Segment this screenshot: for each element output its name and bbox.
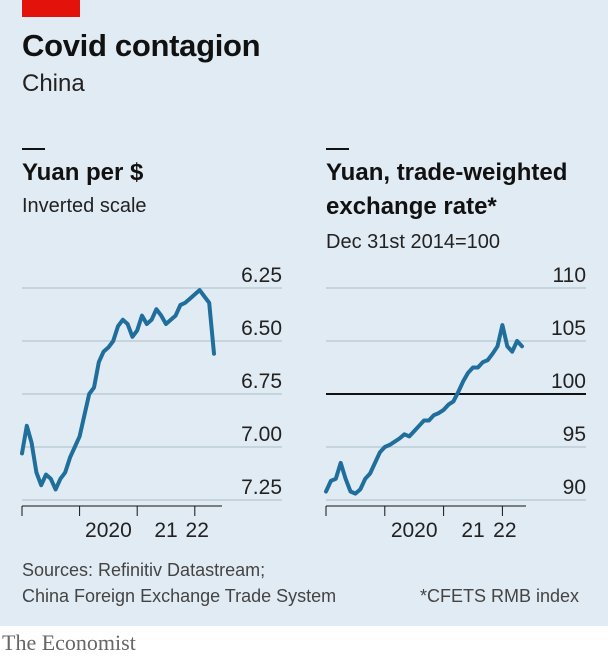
chart1-y-tick-label: 90 <box>563 476 586 499</box>
chart0-x-tick-label: 22 <box>186 519 209 542</box>
right-chart-subtitle: Dec 31st 2014=100 <box>326 231 501 253</box>
chart0-y-tick-label: 6.75 <box>241 370 282 393</box>
chart0-y-tick-label: 6.50 <box>241 317 282 340</box>
footnote: *CFETS RMB index <box>420 586 580 606</box>
source-line-1: Sources: Refinitiv Datastream; <box>22 560 266 580</box>
chart-panel <box>0 0 608 626</box>
chart1-x-tick-label: 2020 <box>391 519 438 542</box>
chart0-y-tick-label: 7.25 <box>241 476 282 499</box>
right-chart-title: Yuan, trade-weighted exchange rate* <box>326 159 568 220</box>
right-chart-dash <box>326 148 349 150</box>
brand-red-tab <box>22 0 80 17</box>
chart0-y-tick-label: 7.00 <box>241 423 282 446</box>
chart1-y-tick-label: 105 <box>551 317 586 340</box>
chart1-x-tick-label: 21 <box>461 519 484 542</box>
source-line-2: China Foreign Exchange Trade System <box>22 586 337 606</box>
page-subtitle: China <box>22 70 85 97</box>
chart1-y-tick-label: 100 <box>551 370 586 393</box>
chart1-y-tick-label: 110 <box>553 264 586 287</box>
left-chart-dash <box>22 148 45 150</box>
brand-wordmark: The Economist <box>2 630 136 655</box>
page-title: Covid contagion <box>22 28 261 63</box>
chart0-y-tick-label: 6.25 <box>241 264 282 287</box>
charts-svg: 6.25 6.50 6.75 7.00 7.25 2020 21 22 110 105 100 95 9… <box>20 264 586 542</box>
chart1-y-tick-label: 95 <box>563 423 586 446</box>
chart0-x-tick-label: 21 <box>154 519 177 542</box>
chart1-series-line <box>324 323 524 496</box>
chart1-x-tick-label: 22 <box>493 519 516 542</box>
left-chart-title: Yuan per $ <box>22 159 144 186</box>
chart0-series-line <box>20 288 216 492</box>
left-chart-subtitle: Inverted scale <box>22 195 147 217</box>
chart0-x-tick-label: 2020 <box>85 519 132 542</box>
